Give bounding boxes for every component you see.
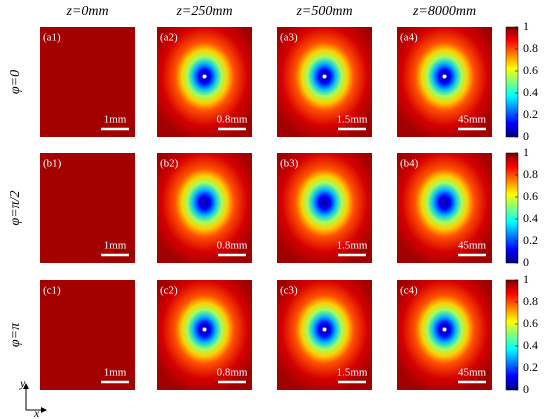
panel-label: (a2): [160, 32, 178, 44]
panel-label: (c4): [400, 285, 418, 297]
colorbar-tick-label: 0.6: [523, 189, 538, 203]
column-header: z=250mm: [175, 4, 232, 19]
axes-indicator: y x: [19, 376, 47, 419]
scale-label: 0.8mm: [217, 240, 248, 252]
panel-label: (c1): [43, 285, 61, 297]
scale-label: 1mm: [104, 240, 127, 252]
colorbar-tick-label: 0.2: [523, 107, 538, 121]
panel-label: (b3): [280, 158, 299, 170]
scale-label: 1.5mm: [337, 114, 368, 126]
colorbar-tick-label: 0.2: [523, 233, 538, 247]
intensity-map: [157, 280, 252, 390]
panel-label: (a1): [43, 32, 61, 44]
y-arrow-head: [23, 383, 29, 389]
panel-label: (c2): [160, 285, 178, 297]
vortex-core: [322, 74, 327, 79]
intensity-map: [157, 27, 252, 137]
scale-label: 1mm: [104, 114, 127, 126]
y-label: y: [19, 376, 26, 390]
x-label: x: [33, 406, 40, 419]
scale-label: 45mm: [458, 114, 487, 126]
vortex-core: [442, 74, 447, 79]
column-header: z=8000mm: [412, 4, 476, 19]
panel-label: (c3): [280, 285, 298, 297]
row-label: φ=π/2: [8, 190, 23, 225]
vortex-core: [202, 327, 207, 332]
panel-label: (b4): [400, 158, 419, 170]
column-header: z=500mm: [295, 4, 352, 19]
colorbar-tick-label: 0.4: [523, 338, 538, 352]
colorbar-tick-label: 1: [523, 19, 529, 33]
scale-label: 1.5mm: [337, 240, 368, 252]
colorbar: [505, 152, 519, 264]
scale-label: 1mm: [104, 367, 127, 379]
row-label: φ=0: [8, 70, 23, 94]
panel-label: (b1): [43, 158, 62, 170]
colorbar-tick-label: 0.8: [523, 41, 538, 55]
x-arrow-head: [41, 407, 47, 413]
intensity-map: [277, 27, 372, 137]
intensity-map: [397, 153, 492, 263]
scale-label: 1.5mm: [337, 367, 368, 379]
intensity-map: [40, 280, 135, 390]
intensity-map: [277, 280, 372, 390]
scale-label: 0.8mm: [217, 367, 248, 379]
vortex-core: [322, 327, 327, 332]
intensity-map: [397, 280, 492, 390]
row-label: φ=π: [8, 322, 23, 347]
intensity-map: [277, 153, 372, 263]
colorbar-tick-label: 1: [523, 272, 529, 286]
scale-label: 45mm: [458, 240, 487, 252]
scale-label: 45mm: [458, 367, 487, 379]
intensity-map: [40, 153, 135, 263]
colorbar-tick-label: 0: [523, 382, 529, 396]
colorbar-tick-label: 0.8: [523, 167, 538, 181]
colorbar-tick-label: 0.4: [523, 211, 538, 225]
vortex-core: [202, 74, 207, 79]
column-header: z=0mm: [65, 4, 108, 19]
intensity-map: [157, 153, 252, 263]
colorbar-tick-label: 0: [523, 255, 529, 269]
colorbar-tick-label: 0: [523, 129, 529, 143]
colorbar-tick-label: 0.4: [523, 85, 538, 99]
colorbar-tick-label: 0.6: [523, 63, 538, 77]
scale-label: 0.8mm: [217, 114, 248, 126]
colorbar-tick-label: 0.6: [523, 316, 538, 330]
intensity-map: [40, 27, 135, 137]
panel-label: (a4): [400, 32, 418, 44]
colorbar-tick-label: 0.8: [523, 294, 538, 308]
colorbar-tick-label: 1: [523, 145, 529, 159]
colorbar-tick-label: 0.2: [523, 360, 538, 374]
panel-label: (b2): [160, 158, 179, 170]
colorbar: [505, 26, 519, 138]
panel-label: (a3): [280, 32, 298, 44]
colorbar: [505, 279, 519, 391]
intensity-map: [397, 27, 492, 137]
vortex-core: [442, 327, 447, 332]
